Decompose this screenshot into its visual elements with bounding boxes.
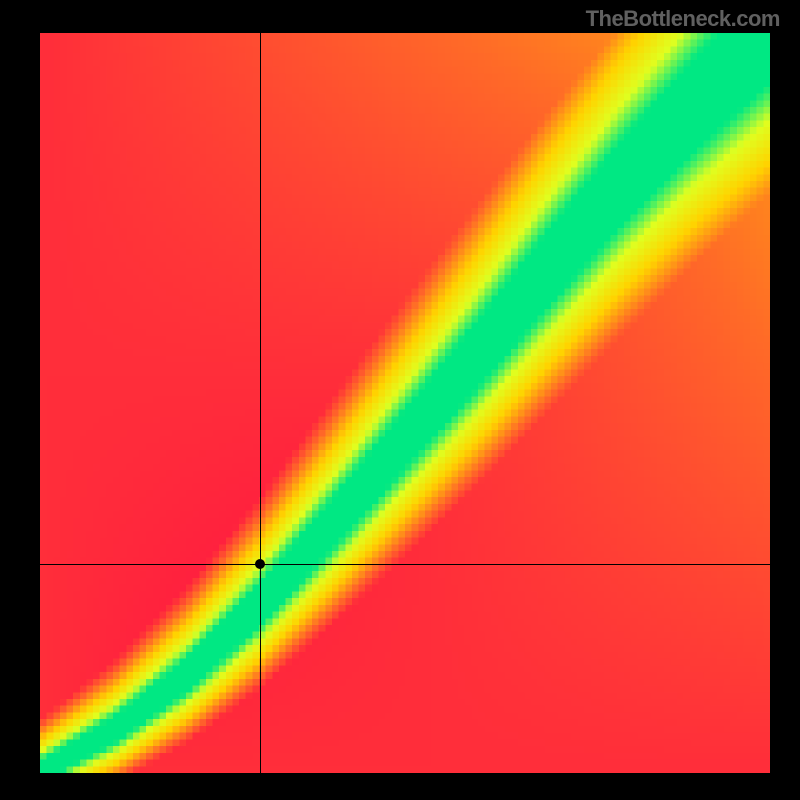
crosshair-vertical	[260, 33, 261, 773]
crosshair-horizontal	[40, 564, 770, 565]
watermark-text: TheBottleneck.com	[586, 6, 780, 32]
marker-dot	[255, 559, 265, 569]
chart-root: TheBottleneck.com	[0, 0, 800, 800]
heatmap-canvas	[40, 33, 770, 773]
plot-area	[40, 33, 770, 773]
